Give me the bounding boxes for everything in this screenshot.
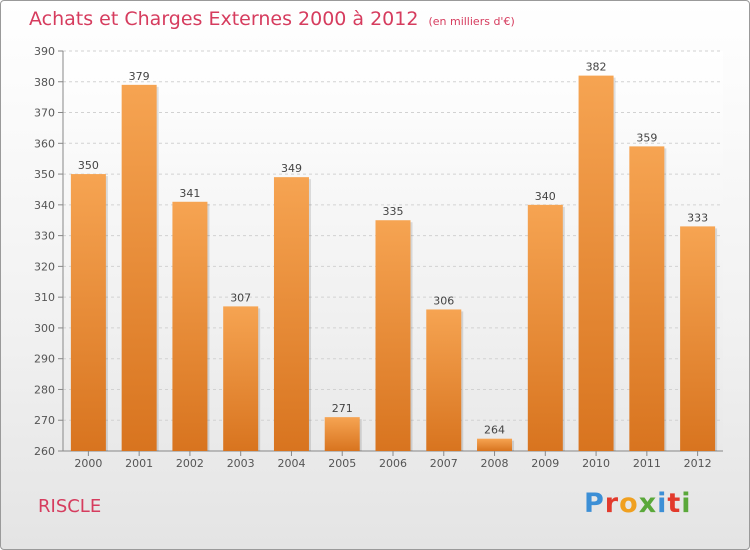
- x-tick-label: 2012: [684, 457, 712, 470]
- x-tick-label: 2008: [481, 457, 509, 470]
- y-tick-label: 300: [34, 322, 55, 335]
- chart-title: Achats et Charges Externes 2000 à 2012 (e…: [29, 8, 515, 30]
- data-label: 359: [636, 131, 657, 144]
- y-tick-label: 290: [34, 353, 55, 366]
- brand-letter: P: [584, 488, 605, 519]
- data-label: 341: [179, 187, 200, 200]
- y-tick-label: 340: [34, 199, 55, 212]
- y-tick-label: 260: [34, 445, 55, 458]
- y-tick-label: 390: [34, 45, 55, 58]
- x-tick-label: 2005: [328, 457, 356, 470]
- title-text: Achats et Charges Externes 2000 à 2012: [29, 8, 419, 30]
- bar-2007: [426, 309, 462, 451]
- location-label: RISCLE: [38, 496, 102, 517]
- bar-2004: [273, 177, 309, 451]
- unit-text: (en milliers d'€): [428, 15, 515, 28]
- y-tick-label: 360: [34, 137, 55, 150]
- bar-2008: [477, 438, 513, 451]
- brand-letter: r: [604, 488, 620, 519]
- data-label: 350: [78, 159, 99, 172]
- y-tick-label: 270: [34, 414, 55, 427]
- bar-2005: [324, 417, 360, 451]
- data-label: 382: [586, 61, 607, 74]
- data-label: 333: [687, 211, 708, 224]
- data-label: 379: [129, 70, 150, 83]
- brand-letter: i: [657, 488, 668, 519]
- data-label: 340: [535, 190, 556, 203]
- brand-letter: i: [681, 488, 692, 519]
- bar-2011: [629, 146, 665, 451]
- bar-2006: [375, 220, 411, 451]
- x-tick-label: 2003: [227, 457, 255, 470]
- data-label: 271: [332, 402, 353, 415]
- y-tick-label: 350: [34, 168, 55, 181]
- data-label: 349: [281, 162, 302, 175]
- y-tick-label: 370: [34, 107, 55, 120]
- data-label: 306: [433, 294, 454, 307]
- y-tick-label: 320: [34, 260, 55, 273]
- data-label: 307: [230, 291, 251, 304]
- bar-2001: [121, 84, 157, 451]
- bar-2002: [172, 201, 208, 451]
- x-tick-label: 2006: [379, 457, 407, 470]
- bar-2009: [527, 204, 563, 451]
- data-label: 264: [484, 424, 505, 437]
- y-tick-label: 380: [34, 76, 55, 89]
- x-tick-label: 2011: [633, 457, 661, 470]
- x-tick-label: 2004: [277, 457, 305, 470]
- x-tick-label: 2001: [125, 457, 153, 470]
- x-tick-label: 2009: [531, 457, 559, 470]
- brand-letter: t: [667, 488, 682, 519]
- x-tick-label: 2002: [176, 457, 204, 470]
- bar-2000: [70, 174, 106, 452]
- y-tick-label: 280: [34, 383, 55, 396]
- brand-letter: x: [638, 488, 658, 519]
- brand-logo: Proxiti: [584, 488, 692, 519]
- y-tick-label: 310: [34, 291, 55, 304]
- bar-2010: [578, 75, 614, 451]
- bar-2012: [680, 226, 716, 451]
- data-label: 335: [383, 205, 404, 218]
- x-tick-label: 2010: [582, 457, 610, 470]
- bar-2003: [223, 306, 259, 451]
- x-tick-label: 2000: [74, 457, 102, 470]
- y-tick-label: 330: [34, 230, 55, 243]
- x-tick-label: 2007: [430, 457, 458, 470]
- brand-letter: o: [619, 488, 639, 519]
